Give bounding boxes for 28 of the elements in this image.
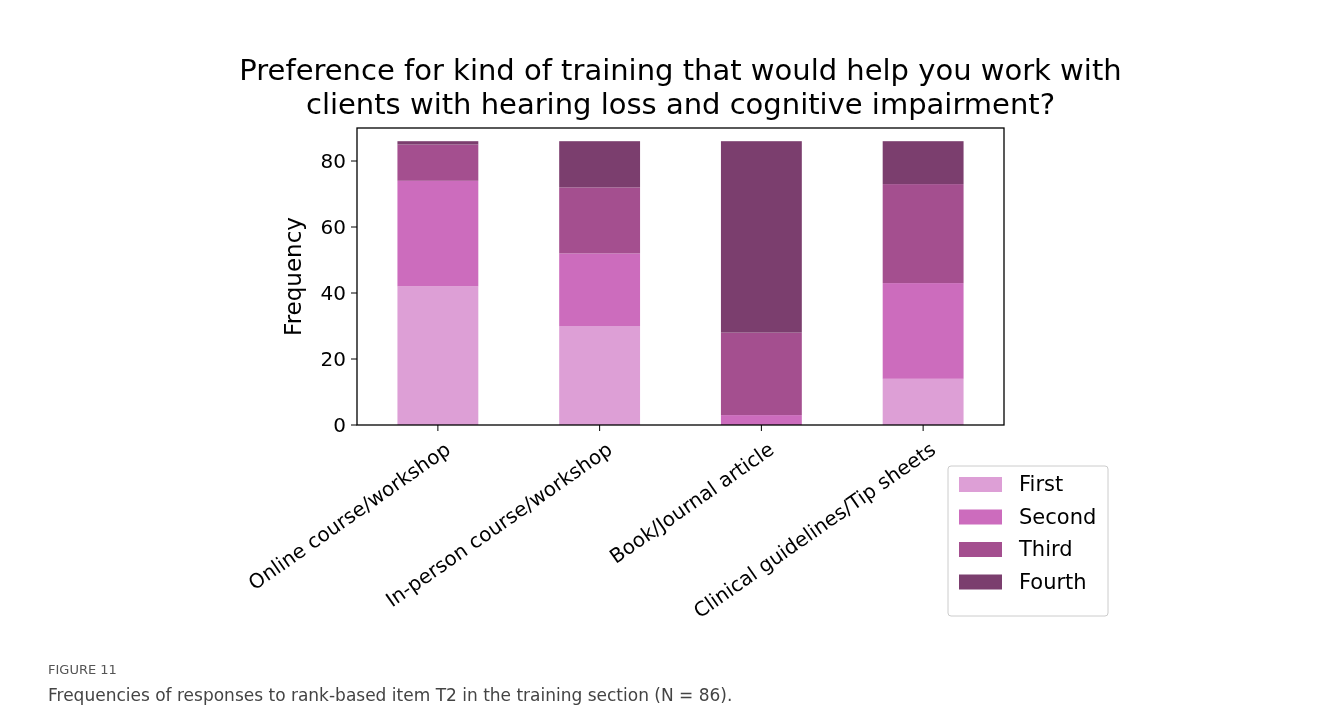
y-axis-title: Frequency — [280, 217, 306, 336]
bar — [720, 332, 802, 416]
bar — [559, 326, 641, 425]
bar — [720, 141, 802, 333]
bar — [397, 180, 479, 287]
bar — [397, 141, 479, 145]
bar — [559, 253, 641, 326]
bar — [882, 378, 964, 425]
chart-title: Preference for kind of training that would help you work with clients with hearing loss and cognitive impairment? — [239, 53, 1122, 121]
bar — [397, 144, 479, 181]
text: Frequencies of responses to rank-based item T2 in the training section (N = 86). — [48, 685, 733, 705]
y-tick-label: 80 — [320, 149, 346, 173]
y-tick-label: 60 — [320, 215, 346, 239]
caption: FIGURE 11 — [48, 662, 117, 677]
legend-label: Fourth — [1019, 569, 1087, 594]
bar — [559, 141, 641, 188]
y-tick-label: 40 — [320, 281, 346, 305]
y-tick-label: 20 — [320, 347, 346, 371]
legend-label: Third — [1018, 537, 1073, 562]
legend-label: First — [1019, 472, 1064, 497]
bar — [882, 283, 964, 379]
bar — [720, 415, 802, 425]
legend-label: Second — [1019, 504, 1097, 529]
y-tick-label: 0 — [333, 413, 346, 437]
bar — [559, 187, 641, 254]
bar — [397, 286, 479, 425]
bar — [882, 141, 964, 185]
bar — [882, 184, 964, 284]
